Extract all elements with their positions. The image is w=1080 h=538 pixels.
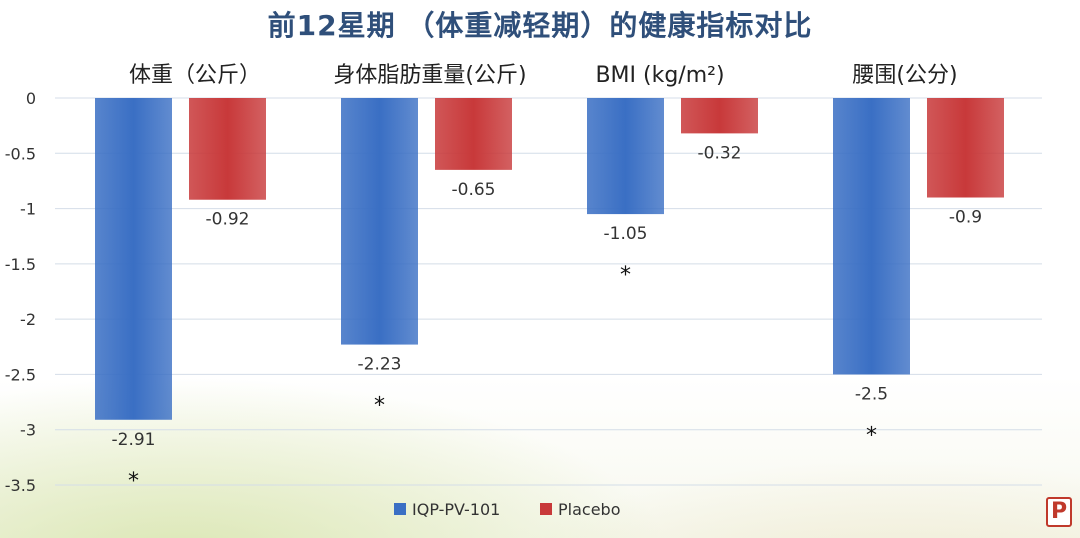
legend: IQP-PV-101 Placebo <box>394 500 620 519</box>
data-label: -2.5 <box>855 384 888 404</box>
y-tick-label: -2.5 <box>5 365 36 384</box>
data-label: -1.05 <box>604 224 648 244</box>
data-labels: -2.91 -0.92 -2.23 -0.65 -1.05 -0.32 -2.5 -0.9 <box>112 143 983 449</box>
brand-logo: P <box>1046 497 1072 527</box>
category-label: 身体脂肪重量(公斤) <box>333 63 526 88</box>
bar <box>95 98 172 420</box>
bar <box>927 98 1004 198</box>
legend-swatch <box>394 503 406 515</box>
y-tick-label: -2 <box>20 310 36 329</box>
y-axis-ticks: 0 -0.5 -1 -1.5 -2 -2.5 -3 -3.5 <box>5 89 36 495</box>
bar <box>681 98 758 134</box>
y-tick-label: -1 <box>20 200 36 219</box>
bars <box>95 98 1004 420</box>
data-label: -2.91 <box>112 430 156 450</box>
data-label: -0.32 <box>698 143 742 163</box>
data-label: -0.65 <box>452 180 496 200</box>
bar <box>587 98 664 215</box>
category-label: 腰围(公分) <box>852 63 957 88</box>
y-tick-label: 0 <box>26 89 36 108</box>
significance-star: * <box>620 263 631 288</box>
bar <box>435 98 512 170</box>
y-tick-label: -0.5 <box>5 144 36 163</box>
legend-label: Placebo <box>558 500 620 519</box>
significance-marks: * * * * <box>128 263 877 494</box>
legend-swatch <box>540 503 552 515</box>
bar <box>833 98 910 375</box>
significance-star: * <box>128 469 139 494</box>
category-label: 体重（公斤） <box>129 63 261 88</box>
significance-star: * <box>866 423 877 448</box>
data-label: -2.23 <box>358 355 402 375</box>
category-labels: 体重（公斤） 身体脂肪重量(公斤) BMI (kg/m²) 腰围(公分) <box>129 63 958 88</box>
bar <box>189 98 266 200</box>
y-tick-label: -1.5 <box>5 255 36 274</box>
data-label: -0.9 <box>949 208 982 228</box>
significance-star: * <box>374 394 385 419</box>
category-label: BMI (kg/m²) <box>595 63 724 88</box>
chart-title: 前12星期 （体重减轻期）的健康指标对比 <box>267 9 813 42</box>
data-label: -0.92 <box>206 210 250 230</box>
legend-label: IQP-PV-101 <box>412 500 500 519</box>
y-tick-label: -3 <box>20 421 36 440</box>
bar <box>341 98 418 345</box>
y-tick-label: -3.5 <box>5 476 36 495</box>
